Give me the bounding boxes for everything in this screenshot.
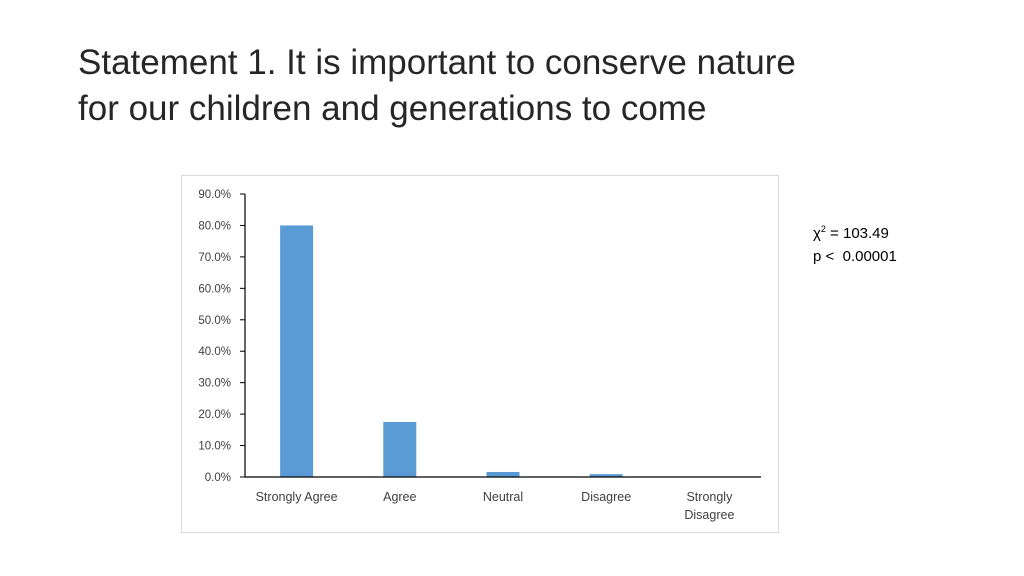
bar-chart: 0.0% 10.0% 20.0% 30.0% 40.0% 50.0% 60.0% 70.0% 8… — [198, 189, 761, 522]
x-tick-label-line: Strongly Agree — [256, 490, 338, 504]
y-tick-label: 40.0% — [198, 346, 231, 358]
y-tick-label: 60.0% — [198, 283, 231, 295]
x-tick-label-line: Strongly — [686, 490, 733, 504]
chart-area: 0.0% 10.0% 20.0% 30.0% 40.0% 50.0% 60.0% 70.0% 8… — [181, 175, 779, 533]
y-tick-label: 50.0% — [198, 315, 231, 327]
y-tick-label: 20.0% — [198, 409, 231, 421]
y-tick-label: 0.0% — [205, 472, 231, 484]
chi-value: = 103.49 — [825, 225, 889, 242]
x-tick-label: Agree — [383, 490, 416, 504]
y-tick-label: 30.0% — [198, 378, 231, 390]
bar — [280, 225, 314, 477]
y-tick-label: 90.0% — [198, 189, 231, 201]
x-tick-label: Strongly Agree — [256, 490, 338, 504]
x-tick-label-line: Agree — [383, 490, 416, 504]
y-tick-label: 70.0% — [198, 252, 231, 264]
bar — [486, 471, 520, 477]
bar — [589, 474, 623, 477]
x-tick-label: Disagree — [581, 490, 631, 504]
p-value-line: p < 0.00001 — [813, 248, 897, 265]
x-tick-label-line: Disagree — [684, 508, 734, 522]
chi-exponent: 2 — [820, 224, 826, 234]
bar — [383, 421, 417, 477]
x-tick-label: Strongly Disagree — [684, 490, 734, 522]
chi-symbol: χ — [813, 225, 821, 242]
x-tick-label: Neutral — [483, 490, 523, 504]
x-tick-label-line: Neutral — [483, 490, 523, 504]
stats-box: χ2 = 103.49 p < 0.00001 — [813, 222, 897, 268]
y-tick-label: 80.0% — [198, 220, 231, 232]
y-tick-label: 10.0% — [198, 441, 231, 453]
slide-title: Statement 1. It is important to conserve… — [78, 43, 796, 128]
x-tick-label-line: Disagree — [581, 490, 631, 504]
chi-square-line: χ2 = 103.49 — [813, 222, 897, 245]
